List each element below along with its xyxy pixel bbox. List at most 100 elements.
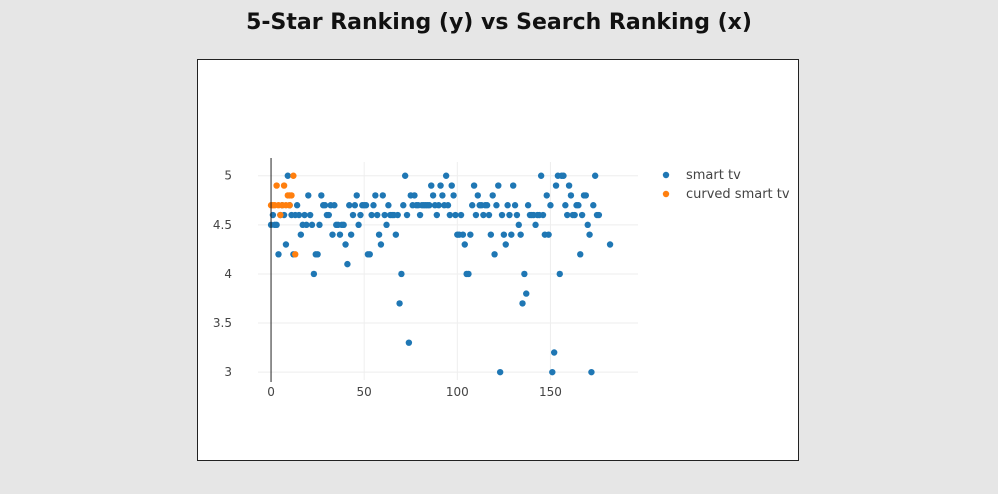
- smart-tv-point[interactable]: [519, 300, 526, 307]
- smart-tv-point[interactable]: [498, 211, 506, 219]
- smart-tv-point[interactable]: [398, 270, 405, 278]
- smart-tv-point[interactable]: [493, 202, 500, 209]
- smart-tv-point[interactable]: [461, 241, 468, 248]
- smart-tv-point[interactable]: [552, 182, 560, 189]
- smart-tv-point[interactable]: [301, 211, 308, 219]
- smart-tv-point[interactable]: [433, 211, 441, 219]
- smart-tv-point[interactable]: [547, 202, 554, 209]
- smart-tv-point[interactable]: [310, 270, 318, 278]
- smart-tv-point[interactable]: [483, 202, 491, 209]
- smart-tv-point[interactable]: [429, 192, 437, 199]
- smart-tv-point[interactable]: [295, 211, 303, 219]
- smart-tv-point[interactable]: [428, 182, 435, 189]
- smart-tv-point[interactable]: [340, 221, 347, 229]
- smart-tv-point[interactable]: [459, 231, 467, 238]
- smart-tv-point[interactable]: [379, 192, 386, 199]
- smart-tv-point[interactable]: [472, 211, 480, 219]
- smart-tv-point[interactable]: [523, 290, 530, 297]
- smart-tv-point[interactable]: [435, 202, 442, 209]
- smart-tv-point[interactable]: [448, 182, 455, 189]
- smart-tv-point[interactable]: [517, 231, 524, 238]
- smart-tv-point[interactable]: [495, 182, 502, 189]
- smart-tv-point[interactable]: [465, 270, 472, 278]
- smart-tv-point[interactable]: [467, 231, 474, 238]
- smart-tv-point[interactable]: [470, 182, 478, 189]
- smart-tv-point[interactable]: [556, 270, 563, 278]
- smart-tv-point[interactable]: [303, 221, 310, 229]
- smart-tv-point[interactable]: [344, 260, 351, 268]
- smart-tv-point[interactable]: [588, 368, 595, 376]
- curved-smart-tv-point[interactable]: [277, 211, 284, 219]
- smart-tv-point[interactable]: [342, 241, 349, 248]
- smart-tv-point[interactable]: [329, 231, 336, 238]
- smart-tv-point[interactable]: [368, 211, 375, 219]
- smart-tv-point[interactable]: [308, 221, 316, 229]
- smart-tv-point[interactable]: [372, 192, 379, 199]
- smart-tv-point[interactable]: [282, 241, 290, 248]
- smart-tv-point[interactable]: [403, 211, 411, 219]
- legend-label[interactable]: curved smart tv: [686, 187, 790, 202]
- smart-tv-point[interactable]: [578, 211, 586, 219]
- smart-tv-point[interactable]: [357, 211, 364, 219]
- smart-tv-point[interactable]: [366, 251, 373, 258]
- legend-marker[interactable]: [662, 171, 670, 179]
- smart-tv-point[interactable]: [543, 192, 550, 199]
- smart-tv-point[interactable]: [564, 211, 571, 219]
- smart-tv-point[interactable]: [426, 202, 433, 209]
- smart-tv-point[interactable]: [346, 202, 353, 209]
- smart-tv-point[interactable]: [325, 211, 332, 219]
- smart-tv-point[interactable]: [353, 192, 360, 199]
- legend[interactable]: smart tv curved smart tv: [662, 168, 790, 202]
- smart-tv-point[interactable]: [316, 221, 323, 229]
- smart-tv-point[interactable]: [504, 202, 511, 209]
- legend-marker[interactable]: [662, 190, 670, 198]
- smart-tv-point[interactable]: [510, 182, 517, 189]
- smart-tv-point[interactable]: [524, 202, 532, 209]
- smart-tv-point[interactable]: [293, 202, 301, 209]
- smart-tv-point[interactable]: [537, 172, 545, 179]
- smart-tv-point[interactable]: [532, 221, 539, 229]
- smart-tv-point[interactable]: [496, 368, 504, 376]
- smart-tv-point[interactable]: [560, 172, 567, 179]
- smart-tv-point[interactable]: [362, 202, 370, 209]
- smart-tv-point[interactable]: [515, 221, 522, 229]
- smart-tv-point[interactable]: [444, 202, 452, 209]
- smart-tv-point[interactable]: [381, 211, 388, 219]
- smart-tv-point[interactable]: [565, 182, 573, 189]
- smart-tv-point[interactable]: [485, 211, 493, 219]
- smart-tv-point[interactable]: [405, 339, 413, 346]
- smart-tv-point[interactable]: [508, 231, 515, 238]
- smart-tv-point[interactable]: [571, 211, 578, 219]
- curved-smart-tv-point[interactable]: [290, 172, 297, 179]
- smart-tv-point[interactable]: [437, 182, 444, 189]
- smart-tv-point[interactable]: [474, 192, 481, 199]
- curved-smart-tv-point[interactable]: [273, 182, 280, 189]
- smart-tv-point[interactable]: [521, 270, 528, 278]
- smart-tv-point[interactable]: [392, 231, 400, 238]
- smart-tv-point[interactable]: [511, 202, 519, 209]
- legend-label[interactable]: smart tv: [686, 168, 741, 183]
- smart-tv-point[interactable]: [584, 221, 591, 229]
- smart-tv-point[interactable]: [590, 202, 597, 209]
- smart-tv-point[interactable]: [347, 231, 355, 238]
- smart-tv-point[interactable]: [582, 192, 590, 199]
- smart-tv-point[interactable]: [284, 172, 291, 179]
- smart-tv-point[interactable]: [591, 172, 599, 179]
- smart-tv-point[interactable]: [400, 202, 407, 209]
- smart-tv-point[interactable]: [549, 368, 556, 376]
- smart-tv-point[interactable]: [539, 211, 547, 219]
- curved-smart-tv-point[interactable]: [280, 182, 288, 189]
- smart-tv-point[interactable]: [396, 300, 403, 307]
- smart-tv-point[interactable]: [275, 251, 282, 258]
- smart-tv-point[interactable]: [452, 211, 459, 219]
- smart-tv-point[interactable]: [489, 192, 496, 199]
- smart-tv-point[interactable]: [349, 211, 357, 219]
- smart-tv-point[interactable]: [491, 251, 498, 258]
- smart-tv-point[interactable]: [575, 202, 582, 209]
- smart-tv-point[interactable]: [383, 221, 390, 229]
- smart-tv-point[interactable]: [562, 202, 569, 209]
- smart-tv-point[interactable]: [487, 231, 495, 238]
- smart-tv-point[interactable]: [273, 221, 280, 229]
- smart-tv-point[interactable]: [577, 251, 584, 258]
- curved-smart-tv-point[interactable]: [286, 202, 293, 209]
